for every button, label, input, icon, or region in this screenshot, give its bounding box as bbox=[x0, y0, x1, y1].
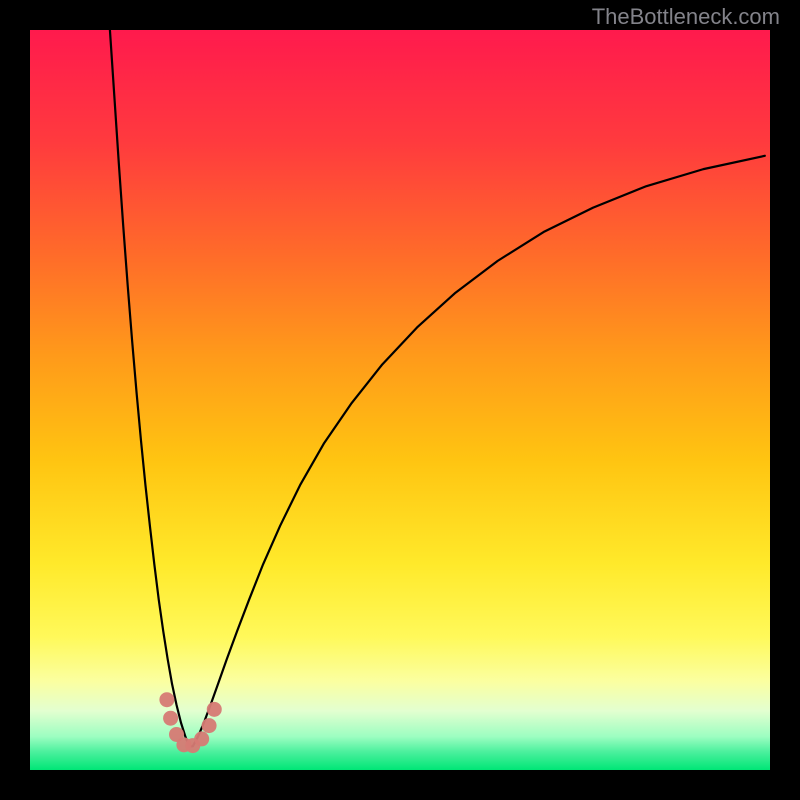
bottleneck-chart bbox=[30, 30, 770, 770]
cusp-dot bbox=[202, 718, 217, 733]
chart-background bbox=[30, 30, 770, 770]
chart-plot-area bbox=[30, 30, 770, 770]
cusp-dot bbox=[194, 731, 209, 746]
cusp-dot bbox=[159, 692, 174, 707]
watermark-text: TheBottleneck.com bbox=[592, 4, 780, 30]
cusp-dot bbox=[207, 702, 222, 717]
cusp-dot bbox=[163, 711, 178, 726]
